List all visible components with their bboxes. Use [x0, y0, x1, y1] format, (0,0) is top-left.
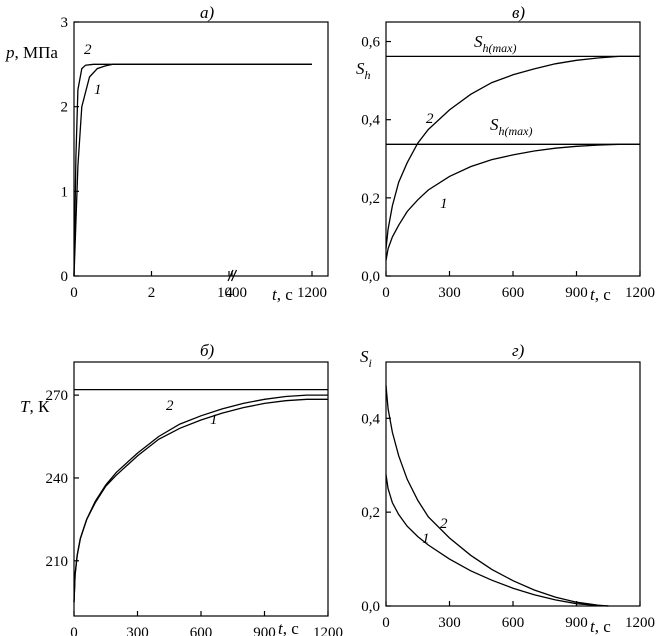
panel-b: б) 0 300 600 900 1200 210 240 270 T, К t, с 2 1 — [20, 341, 343, 636]
y-tick-label: 0 — [61, 269, 69, 285]
panel-label: а) — [200, 3, 215, 22]
x-axis-label: t, с — [590, 617, 611, 636]
curve-label: 2 — [166, 398, 174, 414]
annotation-shmax: Sh(max) — [490, 115, 532, 138]
x-tick-label: 2 — [148, 285, 156, 301]
x-tick-label: 600 — [502, 615, 525, 631]
x-axis-label: t, с — [278, 619, 299, 636]
x-tick-label: 0 — [70, 625, 78, 636]
x-tick-label: 600 — [502, 285, 525, 301]
series-curve-1 — [73, 63, 312, 277]
curve-label: 2 — [426, 111, 434, 127]
x-tick-label: 300 — [438, 615, 461, 631]
series-curve-1 — [385, 474, 609, 607]
series-curve-2 — [73, 394, 328, 603]
y-axis-label: p, МПа — [5, 43, 58, 62]
panel-v: в) 0 300 600 900 1200 0,0 0,2 0,4 0,6 Sh t, с Sh… — [356, 3, 655, 304]
x-tick-label: 300 — [438, 285, 461, 301]
y-tick-label: 270 — [46, 388, 69, 404]
y-tick-label: 0,0 — [361, 269, 380, 285]
plot-frame — [73, 21, 329, 277]
x-tick-label: 900 — [253, 625, 276, 636]
series-curve-1 — [73, 398, 328, 603]
x-tick-label: 900 — [565, 615, 588, 631]
panel-label: б) — [200, 341, 215, 360]
y-tick-label: 0,0 — [361, 599, 380, 615]
curve-label: 1 — [422, 531, 430, 547]
y-tick-label: 240 — [46, 471, 69, 487]
axis-break-mark — [230, 269, 238, 282]
y-tick-label: 3 — [61, 15, 69, 31]
y-tick-label: 0,6 — [361, 35, 380, 51]
panel-g: г) 0 300 600 900 1200 0,0 0,2 0,4 Si t, с 2 1 — [360, 341, 655, 636]
axis-break-mark — [227, 269, 234, 282]
y-axis-label: Sh — [356, 59, 371, 82]
curve-label: 2 — [84, 42, 92, 58]
x-axis-label: t, с — [272, 285, 293, 304]
panel-label: г) — [512, 341, 525, 360]
annotation-shmax: Sh(max) — [474, 32, 516, 55]
x-tick-label: 1200 — [625, 615, 655, 631]
x-tick-label: 0 — [382, 285, 390, 301]
plot-frame — [385, 21, 641, 277]
curve-label: 2 — [440, 516, 448, 532]
y-tick-label: 1 — [61, 184, 69, 200]
x-tick-label: 1200 — [313, 625, 343, 636]
series-curve-2 — [385, 55, 640, 249]
y-tick-label: 0,4 — [361, 113, 380, 129]
series-curve-2 — [73, 63, 312, 277]
series-curve-1 — [385, 143, 640, 261]
series-curve-2 — [385, 385, 609, 607]
x-axis-label: t, с — [590, 285, 611, 304]
curve-label: 1 — [210, 412, 218, 428]
curve-label: 1 — [440, 196, 448, 212]
y-tick-label: 0,2 — [361, 191, 380, 207]
y-tick-label: 0,4 — [361, 411, 380, 427]
panel-label: в) — [512, 3, 525, 22]
curve-label: 1 — [94, 82, 102, 98]
x-tick-label: 1000 — [217, 285, 247, 301]
y-tick-label: 0,2 — [361, 505, 380, 521]
y-tick-label: 210 — [46, 554, 69, 570]
x-tick-label: 900 — [565, 285, 588, 301]
y-tick-label: 2 — [61, 100, 69, 116]
plot-frame — [385, 361, 641, 607]
x-tick-label: 4 — [225, 285, 233, 301]
y-axis-label: Si — [360, 347, 372, 370]
x-tick-label: 300 — [126, 625, 149, 636]
x-tick-label: 1200 — [625, 285, 655, 301]
x-tick-label: 600 — [190, 625, 213, 636]
y-axis-label: T, К — [20, 397, 50, 416]
x-tick-label: 1200 — [297, 285, 327, 301]
x-tick-label: 0 — [70, 285, 78, 301]
x-tick-label: 0 — [382, 615, 390, 631]
